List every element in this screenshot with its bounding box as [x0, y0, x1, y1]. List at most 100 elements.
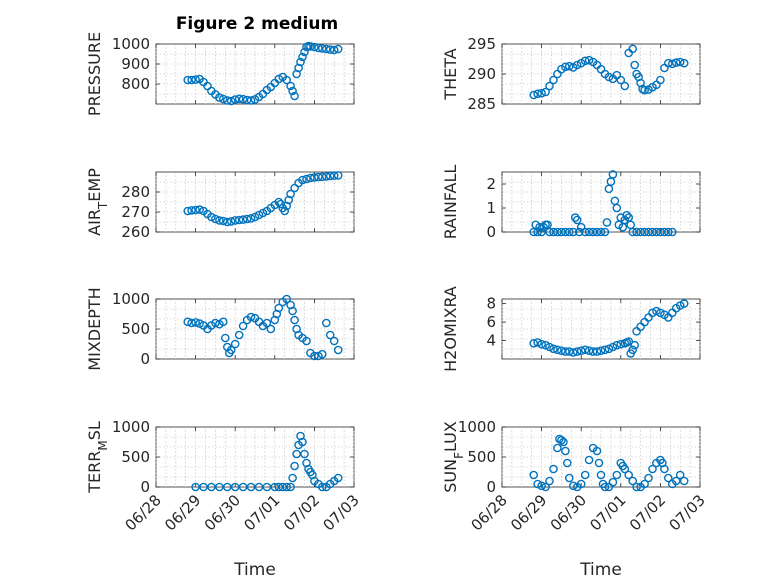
data-point	[333, 345, 343, 355]
data-point	[664, 227, 673, 237]
data-point	[333, 171, 343, 180]
y-axis-label: THETA	[441, 48, 460, 100]
data-point	[559, 437, 568, 447]
data-point	[612, 470, 622, 480]
data-point	[258, 208, 268, 218]
data-point	[211, 214, 220, 224]
data-point	[290, 91, 299, 101]
data-point	[529, 90, 539, 100]
data-point	[286, 482, 295, 492]
data-point	[288, 473, 297, 483]
data-point	[306, 173, 315, 183]
data-point	[325, 330, 335, 340]
data-point	[624, 337, 634, 346]
data-point	[561, 446, 570, 456]
data-point	[238, 482, 248, 492]
y-tick-label: 0	[140, 350, 150, 368]
y-tick-label: 285	[467, 95, 496, 113]
data-point	[266, 324, 276, 334]
data-point	[191, 482, 200, 492]
data-point	[679, 58, 689, 68]
data-point	[298, 175, 307, 185]
x-axis-label: Time	[579, 560, 622, 580]
data-point	[553, 443, 562, 453]
data-point	[246, 96, 256, 105]
data-point	[565, 473, 574, 483]
y-tick-label: 295	[467, 35, 496, 53]
data-point	[602, 218, 612, 227]
data-point	[557, 346, 566, 356]
data-point	[656, 75, 665, 85]
grid-lines	[501, 172, 701, 232]
data-point	[592, 227, 602, 237]
data-point	[280, 206, 290, 216]
data-point	[604, 72, 614, 82]
data-point	[183, 75, 192, 85]
data-point	[569, 348, 578, 357]
data-point	[660, 464, 669, 474]
data-point	[675, 57, 685, 67]
data-point	[187, 206, 196, 215]
y-tick-label: 800	[121, 75, 150, 93]
data-point	[262, 318, 272, 328]
grid-lines	[501, 427, 701, 487]
x-tick-label: 07/01	[240, 491, 283, 534]
x-tick-label: 07/02	[280, 491, 323, 534]
y-tick-label: 1000	[112, 290, 150, 308]
data-point	[310, 351, 319, 361]
y-tick-label: 1	[486, 199, 496, 217]
data-point	[679, 299, 689, 308]
data-point	[183, 317, 192, 327]
data-point	[549, 344, 558, 354]
data-point	[616, 339, 626, 349]
data-point	[671, 58, 681, 67]
data-point	[584, 455, 594, 465]
data-series	[529, 170, 677, 237]
y-axis-label: TERRMSL	[85, 421, 110, 494]
data-point	[640, 85, 649, 95]
data-point	[222, 482, 232, 492]
x-tick-label: 06/28	[122, 491, 165, 534]
y-tick-label: 500	[121, 320, 150, 338]
data-point	[652, 306, 661, 316]
data-point	[529, 338, 539, 348]
data-point	[250, 212, 260, 222]
data-point	[325, 45, 335, 54]
y-tick-label: 2	[486, 175, 496, 193]
data-point	[230, 216, 240, 225]
x-tick-label: 06/30	[547, 491, 590, 534]
data-point	[600, 482, 610, 492]
data-point	[533, 227, 542, 237]
data-series	[183, 41, 343, 106]
y-tick-label: 0	[140, 478, 150, 496]
data-point	[608, 477, 618, 487]
y-tick-label: 270	[121, 203, 150, 221]
data-point	[628, 345, 638, 355]
data-point	[584, 346, 594, 356]
x-tick-label: 07/01	[586, 491, 629, 534]
data-point	[218, 216, 228, 226]
data-point	[288, 306, 297, 316]
data-point	[215, 93, 224, 102]
data-point	[288, 86, 297, 96]
x-tick-label: 06/29	[507, 491, 550, 534]
data-point	[545, 342, 554, 352]
data-point	[561, 347, 570, 356]
data-point	[561, 62, 570, 72]
data-series	[191, 431, 343, 492]
data-point	[620, 81, 630, 91]
data-point	[298, 52, 307, 62]
data-point	[300, 449, 309, 459]
data-point	[580, 56, 590, 66]
data-point	[220, 333, 230, 343]
data-point	[640, 479, 649, 489]
data-point	[191, 318, 200, 327]
data-point	[274, 303, 284, 313]
y-tick-label: 500	[121, 448, 150, 466]
y-axis-label: RAINFALL	[441, 165, 460, 240]
x-tick-label: 07/03	[666, 491, 709, 534]
data-point	[541, 482, 550, 492]
data-point	[222, 217, 232, 227]
data-point	[290, 461, 299, 471]
